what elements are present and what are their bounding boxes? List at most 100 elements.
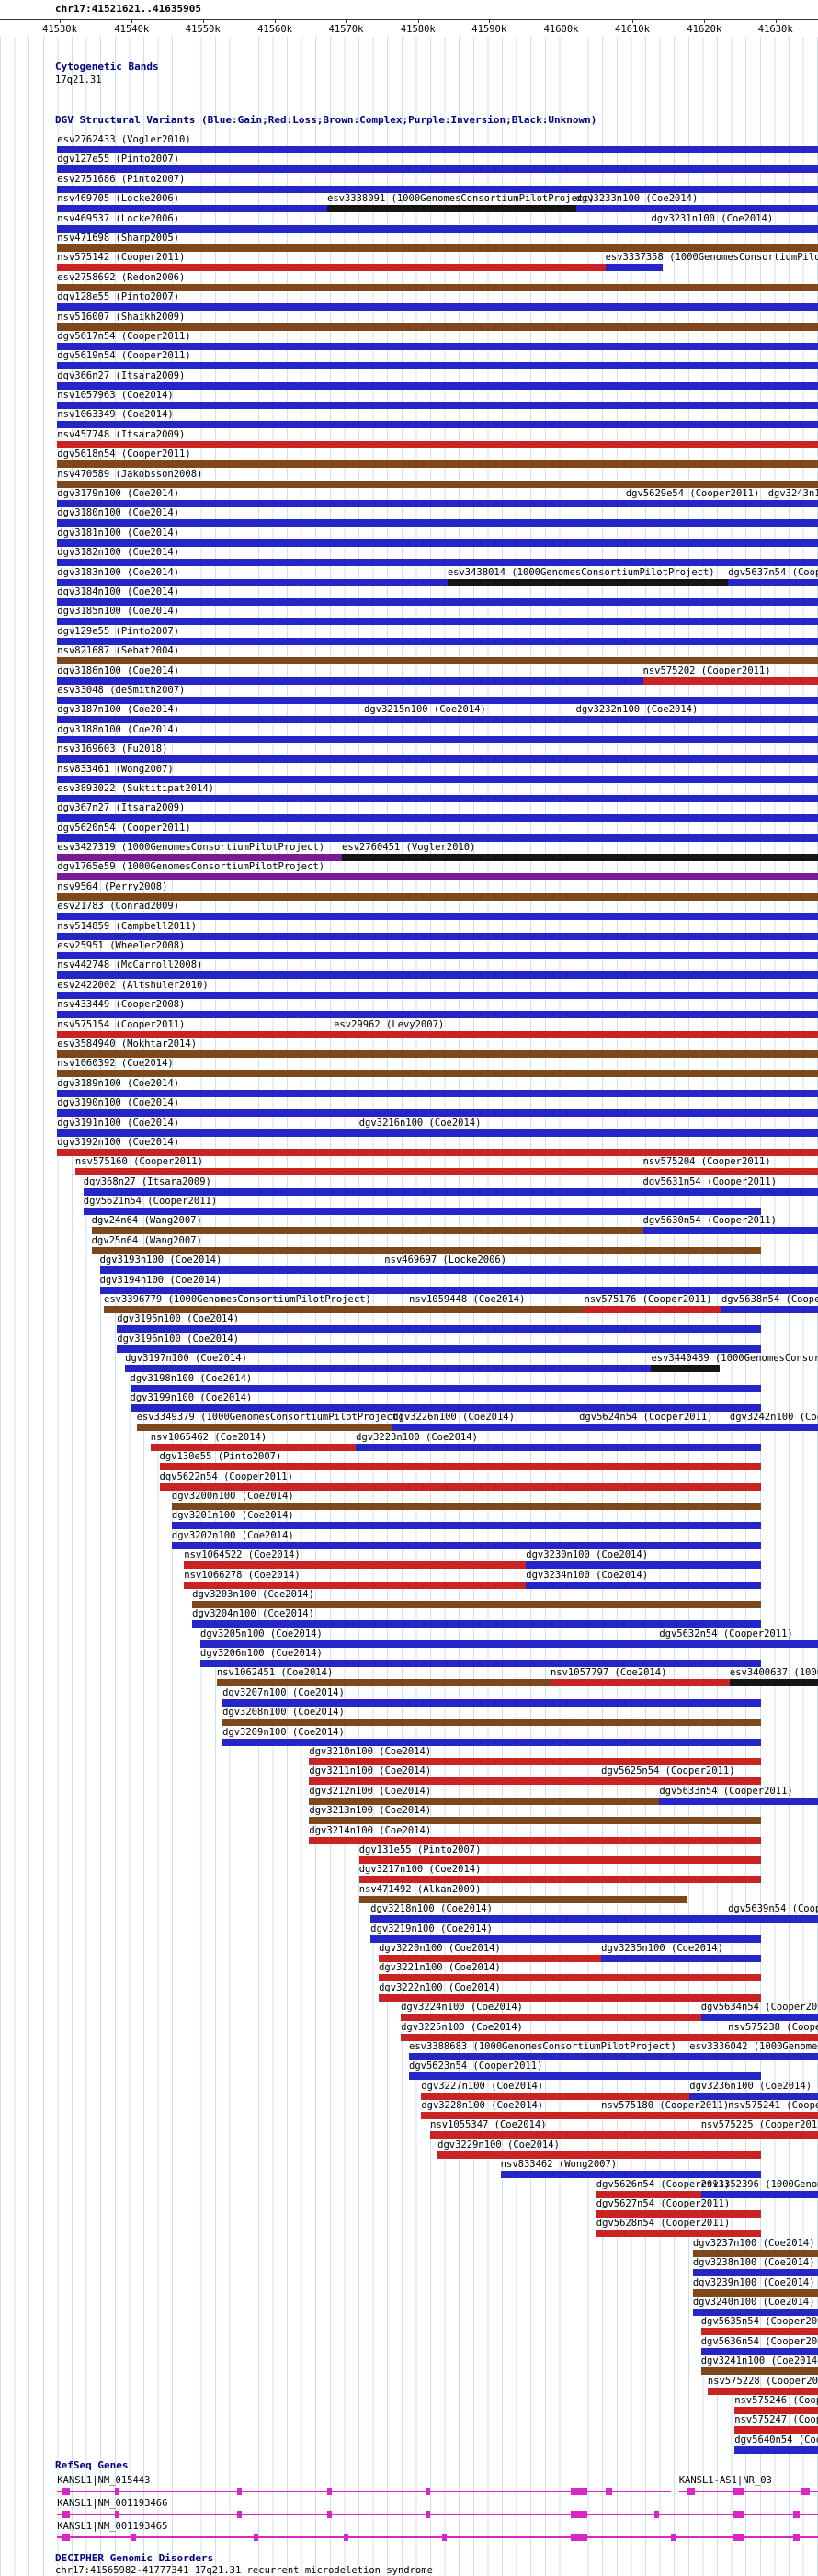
variant-feature[interactable]: esv3427319 (1000GenomesConsortiumPilotPr…: [57, 843, 343, 862]
variant-feature[interactable]: nsv1063349 (Coe2014): [57, 410, 818, 429]
variant-feature[interactable]: dgv5617n54 (Cooper2011): [57, 331, 818, 350]
variant-feature[interactable]: esv3349379 (1000GenomesConsortiumPilotPr…: [136, 1413, 403, 1432]
variant-feature[interactable]: nsv833462 (Wong2007): [500, 2160, 761, 2179]
variant-feature[interactable]: dgv3208n100 (Coe2014): [222, 1708, 761, 1727]
variant-feature[interactable]: nsv575180 (Cooper2011): [601, 2101, 729, 2120]
variant-feature[interactable]: esv33048 (deSmith2007): [57, 685, 818, 704]
variant-feature[interactable]: nsv575142 (Cooper2011): [57, 253, 606, 272]
variant-feature[interactable]: dgv130e55 (Pinto2007): [159, 1452, 761, 1471]
variant-feature[interactable]: dgv5631n54 (Cooper2011): [642, 1176, 818, 1196]
variant-feature[interactable]: dgv3204n100 (Coe2014): [192, 1609, 761, 1628]
variant-feature[interactable]: dgv3212n100 (Coe2014): [309, 1786, 660, 1805]
variant-feature[interactable]: nsv1062451 (Coe2014): [216, 1668, 551, 1687]
variant-feature[interactable]: dgv3241n100 (Coe2014): [700, 2356, 818, 2376]
variant-feature[interactable]: dgv5640n54 (Cooper2011): [734, 2434, 818, 2454]
variant-feature[interactable]: dgv3187n100 (Coe2014): [57, 705, 365, 724]
variant-feature[interactable]: dgv3189n100 (Coe2014): [57, 1078, 818, 1097]
variant-feature[interactable]: dgv3191n100 (Coe2014): [57, 1118, 359, 1137]
gene-feature[interactable]: KANSL1|NM_015443: [57, 2476, 671, 2499]
variant-feature[interactable]: dgv3233n100 (Coe2014): [575, 194, 818, 213]
variant-feature[interactable]: esv21783 (Conrad2009): [57, 902, 818, 921]
variant-feature[interactable]: nsv514859 (Campbell2011): [57, 921, 818, 940]
gene-feature[interactable]: KANSL1|NM_001193466: [57, 2499, 818, 2522]
variant-feature[interactable]: nsv575246 (Cooper2011): [734, 2395, 818, 2414]
variant-feature[interactable]: dgv3185n100 (Coe2014): [57, 607, 818, 626]
gene-feature[interactable]: KANSL1-AS1|NR_03: [678, 2476, 818, 2499]
variant-feature[interactable]: dgv3192n100 (Coe2014): [57, 1137, 818, 1156]
variant-feature[interactable]: nsv469705 (Locke2006): [57, 194, 327, 213]
variant-feature[interactable]: esv3438014 (1000GenomesConsortiumPilotPr…: [447, 567, 729, 586]
variant-feature[interactable]: dgv3223n100 (Coe2014): [356, 1432, 761, 1451]
variant-feature[interactable]: dgv5635n54 (Cooper2011): [700, 2317, 818, 2336]
variant-feature[interactable]: nsv575160 (Cooper2011): [74, 1157, 643, 1176]
variant-feature[interactable]: dgv3207n100 (Coe2014): [222, 1687, 761, 1707]
variant-feature[interactable]: dgv3181n100 (Coe2014): [57, 528, 818, 547]
variant-feature[interactable]: dgv5626n54 (Cooper2011): [596, 2179, 730, 2198]
variant-feature[interactable]: dgv5629e54 (Cooper2011): [625, 489, 768, 508]
variant-feature[interactable]: dgv3199n100 (Coe2014): [130, 1393, 761, 1412]
variant-feature[interactable]: nsv575204 (Cooper2011): [642, 1157, 818, 1176]
variant-feature[interactable]: dgv3231n100 (Coe2014): [651, 213, 818, 233]
variant-feature[interactable]: dgv3211n100 (Coe2014): [309, 1766, 602, 1786]
variant-feature[interactable]: dgv5623n54 (Cooper2011): [409, 2061, 761, 2081]
variant-feature[interactable]: nsv1064522 (Coe2014): [184, 1550, 527, 1570]
variant-feature[interactable]: dgv3230n100 (Coe2014): [526, 1550, 761, 1570]
variant-feature[interactable]: nsv575247 (Cooper2011): [734, 2415, 818, 2434]
variant-feature[interactable]: esv3352396 (1000GenomesConsortiumPilotPr…: [700, 2179, 818, 2198]
variant-feature[interactable]: dgv3203n100 (Coe2014): [192, 1589, 761, 1608]
variant-feature[interactable]: nsv442748 (McCarroll2008): [57, 960, 818, 980]
variant-feature[interactable]: dgv128e55 (Pinto2007): [57, 292, 818, 312]
variant-feature[interactable]: esv25951 (Wheeler2008): [57, 941, 818, 960]
variant-feature[interactable]: dgv3188n100 (Coe2014): [57, 724, 818, 743]
variant-feature[interactable]: esv2758692 (Redon2006): [57, 272, 818, 291]
variant-feature[interactable]: dgv3222n100 (Coe2014): [379, 1982, 761, 2002]
variant-feature[interactable]: nsv1060392 (Coe2014): [57, 1059, 818, 1078]
variant-feature[interactable]: dgv3239n100 (Coe2014): [692, 2277, 818, 2297]
variant-feature[interactable]: dgv1765e59 (1000GenomesConsortiumPilotPr…: [57, 862, 818, 881]
variant-feature[interactable]: nsv1065462 (Coe2014): [150, 1432, 357, 1451]
variant-feature[interactable]: dgv127e55 (Pinto2007): [57, 154, 818, 174]
variant-feature[interactable]: nsv1055347 (Coe2014): [430, 2120, 701, 2139]
variant-feature[interactable]: dgv3237n100 (Coe2014): [692, 2238, 818, 2257]
variant-feature[interactable]: dgv5619n54 (Cooper2011): [57, 351, 818, 370]
variant-feature[interactable]: dgv3200n100 (Coe2014): [171, 1491, 761, 1510]
variant-feature[interactable]: dgv3228n100 (Coe2014): [421, 2101, 602, 2120]
variant-feature[interactable]: dgv5620n54 (Cooper2011): [57, 823, 818, 842]
variant-feature[interactable]: dgv129e55 (Pinto2007): [57, 626, 818, 645]
variant-feature[interactable]: esv3388683 (1000GenomesConsortiumPilotPr…: [409, 2041, 690, 2060]
variant-feature[interactable]: esv3336042 (1000GenomesConsortiumPilotPr…: [689, 2041, 818, 2060]
variant-feature[interactable]: dgv5636n54 (Cooper2011): [700, 2336, 818, 2355]
variant-feature[interactable]: dgv131e55 (Pinto2007): [358, 1844, 761, 1864]
variant-feature[interactable]: esv3584940 (Mokhtar2014): [57, 1038, 818, 1058]
variant-feature[interactable]: nsv469537 (Locke2006): [57, 213, 652, 233]
gene-feature[interactable]: KANSL1|NM_001193465: [57, 2522, 818, 2545]
variant-feature[interactable]: esv2760451 (Vogler2010): [342, 843, 818, 862]
decipher-entry[interactable]: chr17:41565982-41777341 17q21.31 recurre…: [55, 2565, 433, 2576]
variant-feature[interactable]: nsv471492 (Alkan2009): [358, 1884, 687, 1903]
variant-feature[interactable]: dgv5638n54 (Cooper2011): [721, 1295, 818, 1314]
cytoband-name[interactable]: 17q21.31: [55, 74, 102, 85]
variant-feature[interactable]: nsv1066278 (Coe2014): [184, 1570, 527, 1589]
variant-feature[interactable]: dgv5622n54 (Cooper2011): [159, 1471, 761, 1491]
variant-feature[interactable]: nsv471698 (Sharp2005): [57, 233, 818, 252]
variant-feature[interactable]: nsv469697 (Locke2006): [384, 1255, 818, 1275]
variant-feature[interactable]: dgv3182n100 (Coe2014): [57, 548, 818, 567]
variant-feature[interactable]: nsv1057797 (Coe2014): [550, 1668, 730, 1687]
variant-feature[interactable]: dgv3190n100 (Coe2014): [57, 1098, 818, 1118]
variant-feature[interactable]: dgv3202n100 (Coe2014): [171, 1530, 761, 1549]
variant-feature[interactable]: dgv5632n54 (Cooper2011): [659, 1628, 818, 1648]
variant-feature[interactable]: dgv3183n100 (Coe2014): [57, 567, 448, 586]
variant-feature[interactable]: nsv9564 (Perry2008): [57, 881, 818, 901]
variant-feature[interactable]: nsv470589 (Jakobsson2008): [57, 469, 818, 488]
variant-feature[interactable]: esv2751686 (Pinto2007): [57, 174, 818, 193]
variant-feature[interactable]: nsv575202 (Cooper2011): [642, 665, 818, 685]
variant-feature[interactable]: dgv3226n100 (Coe2014): [392, 1413, 580, 1432]
variant-feature[interactable]: dgv3196n100 (Coe2014): [117, 1333, 761, 1353]
variant-feature[interactable]: dgv3234n100 (Coe2014): [526, 1570, 761, 1589]
variant-feature[interactable]: dgv3193n100 (Coe2014): [99, 1255, 385, 1275]
variant-feature[interactable]: dgv3243n100 (Coe2014): [767, 489, 818, 508]
variant-feature[interactable]: dgv3210n100 (Coe2014): [309, 1747, 761, 1766]
variant-feature[interactable]: dgv3215n100 (Coe2014): [364, 705, 576, 724]
variant-feature[interactable]: dgv3214n100 (Coe2014): [309, 1825, 761, 1844]
variant-feature[interactable]: esv2762433 (Vogler2010): [57, 135, 818, 153]
